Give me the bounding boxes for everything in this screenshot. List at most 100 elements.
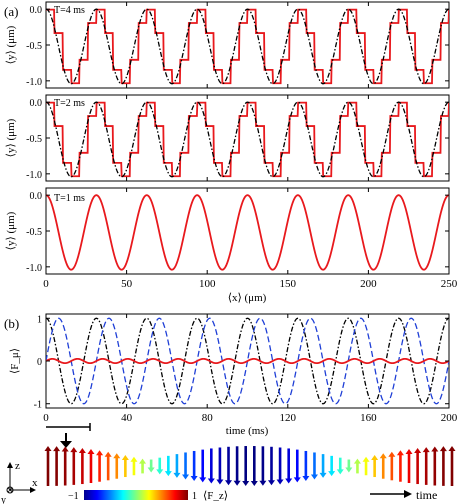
series-line [46,8,449,85]
spin-arrow [61,446,69,486]
series-line [46,8,449,85]
spin-arrow [259,446,267,486]
y-tick-label: 1 [37,314,42,325]
spin-arrow [207,448,215,484]
chart-b: 10-10 40 80 120 160 200 ⟨F_μ⟩ time (ms) [9,313,457,448]
series-line [46,357,449,365]
spin-arrow [405,449,413,483]
x-tick-label: 200 [441,412,457,424]
spin-arrow [439,446,447,486]
spin-arrow [96,450,104,482]
spin-arrow [233,446,241,486]
spin-arrow [70,447,78,485]
spin-arrow [345,459,353,473]
series-line [46,317,449,405]
x-tick-label: 50 [121,278,133,290]
x-tick-label: 0 [43,278,49,290]
spin-arrow [190,450,198,482]
chart-a-middle: 0.0 -0.5 -1.0 T=2 ms ⟨y⟩ (μm) [5,94,450,182]
spin-arrow [388,451,396,481]
spin-arrow [285,448,293,484]
spin-arrow [414,447,422,485]
x-tick-label: 200 [360,278,377,290]
annotation: T=1 ms [54,193,85,204]
spin-arrow [448,446,456,486]
spin-arrow [147,459,155,473]
x-tick-label: 40 [121,412,133,424]
y-tick-label: -1.0 [26,263,42,274]
annotation: T=2 ms [54,98,85,109]
y-tick-label: -1.0 [26,77,42,88]
spin-arrow [121,454,129,478]
panel-b-label: (b) [4,316,19,331]
spin-arrow [422,447,430,485]
spin-arrow [319,454,327,478]
spin-arrow [250,446,258,486]
y-axis-label: ⟨y⟩ (μm) [5,118,17,157]
y-tick-label: -0.5 [26,227,42,238]
y-tick-label: -1 [34,400,42,411]
down-arrow-head [60,441,72,448]
y-tick-label: 0.0 [30,98,43,109]
series-line [46,101,449,178]
y-axis-label: ⟨y⟩ (μm) [5,211,17,250]
y-tick-label: 0 [37,357,42,368]
spin-arrow [44,446,52,486]
spin-arrow [353,458,361,474]
colorbar-min-label: −1 [68,491,79,502]
chart-a-bottom: 0.0 -0.5 -1.00 50 100 150 200 250 T=1 ms ⟨y⟩ (μ… [5,187,457,304]
series-line [46,194,449,271]
time-label: time [416,488,437,502]
y-tick-label: 0.0 [30,191,43,202]
x-axis-label: ⟨x⟩ (μm) [228,292,267,304]
panel-a-label: (a) [4,4,18,19]
spin-arrow [182,452,190,480]
spin-arrow [242,446,250,486]
x-tick-label: 250 [441,278,457,290]
spin-arrow [328,455,336,477]
axis-y-label: y [1,495,6,504]
spin-arrow [379,453,387,479]
spin-arrow [362,456,370,476]
spin-arrow [216,447,224,485]
y-tick-label: 0.0 [30,5,43,16]
time-arrow-head [404,490,412,498]
x-tick-label: 100 [199,278,216,290]
spin-arrow [267,446,275,486]
spin-arrow [78,447,86,485]
axis-z-label: z [15,460,20,472]
y-tick-label: -0.5 [26,134,42,145]
spin-strip: z x y −1 1 ⟨F_z⟩ time [1,446,456,504]
x-axis-label: time (ms) [226,425,269,437]
y-tick-label: -0.5 [26,41,42,52]
x-tick-label: 150 [280,278,297,290]
axis-x-label: x [32,477,38,489]
coordinate-axes: z x y [1,460,38,504]
x-tick-label: 120 [280,412,297,424]
plot-frame [45,187,450,275]
spin-arrow [293,449,301,483]
annotation: T=4 ms [54,5,85,16]
colorbar-max-label: 1 [192,491,197,502]
spin-arrow [104,451,112,481]
spin-arrow [164,455,172,477]
colorbar-label: ⟨F_z⟩ [203,490,228,502]
x-tick-label: 80 [202,412,214,424]
colorbar [84,490,188,500]
y-axis-label: ⟨F_μ⟩ [9,348,21,374]
spin-arrow [139,458,147,474]
spin-arrow [173,454,181,478]
spin-arrow [302,450,310,482]
spin-arrow [199,449,207,483]
spin-arrow [396,450,404,482]
series-line [46,317,449,405]
series-line [46,101,449,178]
x-tick-label: 160 [360,412,377,424]
y-tick-label: -1.0 [26,170,42,181]
spin-arrow [225,446,233,486]
spin-arrow [310,452,318,480]
spin-arrow [336,457,344,475]
spin-arrow [113,453,121,479]
spin-arrow [87,449,95,483]
